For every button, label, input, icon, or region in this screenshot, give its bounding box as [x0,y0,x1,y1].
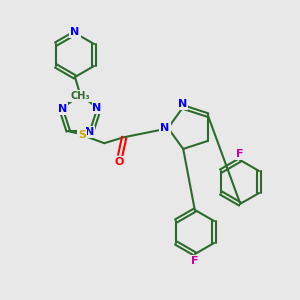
Text: N: N [92,103,102,113]
Text: N: N [70,27,80,37]
Text: N: N [58,104,68,114]
Text: F: F [236,149,244,159]
Text: F: F [191,256,199,266]
Text: O: O [115,157,124,167]
Text: N: N [160,123,169,133]
Text: CH₃: CH₃ [70,91,90,101]
Text: N: N [178,99,187,109]
Text: S: S [78,130,86,140]
Text: N: N [85,127,94,137]
